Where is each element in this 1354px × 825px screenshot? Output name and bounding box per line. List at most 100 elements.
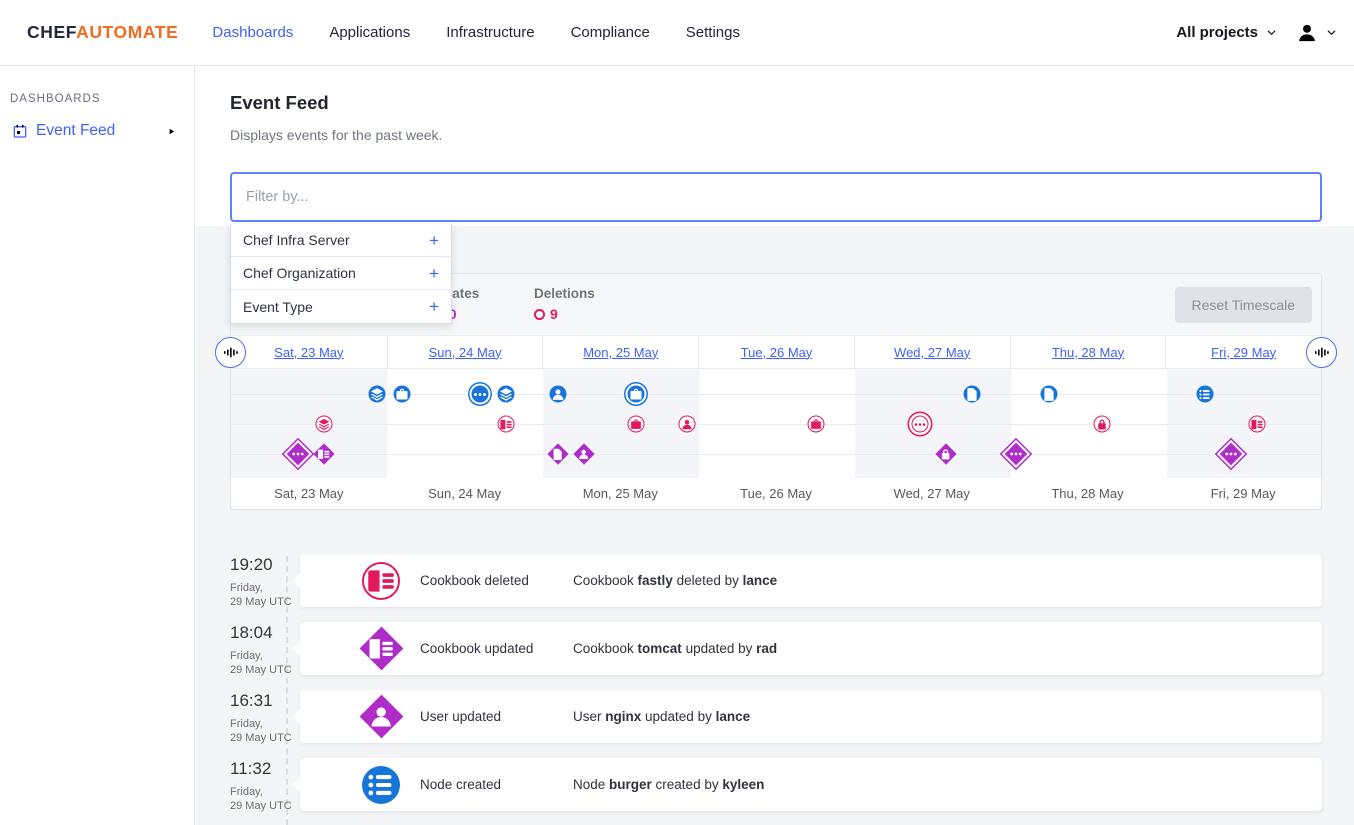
person-icon [680, 369, 695, 478]
event-icon-box [359, 694, 403, 739]
lock-icon [1095, 369, 1110, 478]
nav-item-compliance[interactable]: Compliance [570, 24, 650, 41]
expand-category-icon[interactable]: + [429, 230, 439, 250]
event-feed-list: 19:20 Friday, 29 May UTC Cookbook deleted Co… [230, 554, 1322, 825]
timeline-day-link[interactable]: Tue, 26 May [740, 344, 813, 360]
stat-label: Deletions [534, 286, 595, 301]
book-icon [1250, 369, 1265, 478]
filter-category-chef-organization[interactable]: Chef Organization + [231, 257, 451, 290]
event-marker-created-page[interactable] [963, 385, 981, 403]
calendar-icon [12, 123, 28, 139]
event-card: Node created Node burger created by kylee… [300, 758, 1322, 811]
event-marker-created-stack[interactable] [368, 385, 386, 403]
event-time: 16:31 [230, 691, 273, 710]
event-marker-created-person[interactable] [549, 385, 567, 403]
filter-category-event-type[interactable]: Event Type + [231, 290, 451, 323]
marker-glyph-wrap [1008, 379, 1024, 478]
expand-category-icon[interactable]: + [429, 263, 439, 283]
dots-icon [913, 369, 928, 478]
timeline-day-footer-mon-25-may: Mon, 25 May [582, 486, 658, 501]
timeline-day-link[interactable]: Fri, 29 May [1211, 344, 1277, 360]
event-marker-created-dots[interactable] [469, 383, 491, 405]
stat-deletions: Deletions 9 [534, 286, 595, 322]
main-content: Event Feed Displays events for the past … [196, 66, 1354, 825]
chevron-down-icon [1325, 26, 1338, 39]
person-icon [577, 379, 592, 478]
event-marker-deleted-briefcase[interactable] [807, 415, 825, 433]
timeline-day-header-fri-29-may: Fri, 29 May [1165, 336, 1321, 368]
nav-item-applications[interactable]: Applications [329, 24, 411, 41]
equalizer-icon [1313, 344, 1330, 361]
projects-filter-dropdown[interactable]: All projects [1176, 24, 1278, 41]
marker-glyph-wrap [1250, 369, 1265, 478]
event-type-label: Cookbook deleted [420, 573, 529, 588]
marker-glyph-wrap [680, 369, 695, 478]
marker-glyph-wrap [499, 369, 514, 478]
briefcase-icon [629, 369, 644, 478]
timeline-day-link[interactable]: Mon, 25 May [583, 344, 659, 360]
circle-icon [534, 308, 545, 320]
user-menu-button[interactable] [1296, 22, 1338, 44]
nav-right-group: All projects [1176, 22, 1338, 44]
nav-item-settings[interactable]: Settings [685, 24, 740, 41]
filter-category-label: Chef Organization [243, 265, 356, 281]
event-marker-deleted-book[interactable] [497, 415, 515, 433]
event-description: Cookbook fastly deleted by lance [573, 573, 778, 588]
dots-icon [290, 379, 306, 478]
event-row-user-updated: 16:31 Friday, 29 May UTC User updated User n… [230, 690, 1322, 746]
event-marker-deleted-briefcase[interactable] [627, 415, 645, 433]
timeline-day-link[interactable]: Sat, 23 May [274, 344, 344, 360]
event-date: Friday, 29 May UTC [230, 718, 292, 745]
nav-item-infrastructure[interactable]: Infrastructure [446, 24, 535, 41]
chef-automate-logo[interactable]: CHEFAUTOMATE [27, 22, 178, 43]
stack-icon [369, 369, 386, 469]
reset-timescale-button[interactable]: Reset Timescale [1174, 287, 1312, 323]
event-marker-created-briefcase[interactable] [393, 385, 411, 403]
sidebar-item-event-feed[interactable]: Event Feed [12, 122, 186, 140]
event-description: User nginx updated by lance [573, 709, 751, 724]
event-type-label: Cookbook updated [420, 641, 534, 656]
timeline-day-header-thu-28-may: Thu, 28 May [1009, 336, 1166, 368]
timescale-handle-right[interactable] [1306, 337, 1337, 368]
event-timestamp: 19:20 Friday, 29 May UTC [230, 555, 292, 610]
event-timestamp: 16:31 Friday, 29 May UTC [230, 691, 292, 746]
event-marker-deleted-dots[interactable] [911, 415, 929, 433]
timeline-day-footer-sun-24-may: Sun, 24 May [428, 486, 502, 501]
event-timestamp: 18:04 Friday, 29 May UTC [230, 623, 292, 678]
sidebar-item-label: Event Feed [36, 122, 116, 139]
event-card: User updated User nginx updated by lance [300, 690, 1322, 743]
event-timestamp: 11:32 Friday, 29 May UTC [230, 759, 292, 814]
event-marker-created-list[interactable] [1196, 385, 1214, 403]
event-marker-deleted-stack[interactable] [315, 415, 333, 433]
event-marker-created-briefcase[interactable] [625, 383, 647, 405]
event-marker-created-stack[interactable] [497, 385, 515, 403]
timeline-day-link[interactable]: Thu, 28 May [1051, 344, 1125, 360]
chevron-down-icon [1265, 26, 1278, 39]
event-time: 11:32 [230, 759, 272, 778]
event-card: Cookbook updated Cookbook tomcat updated … [300, 622, 1322, 675]
timeline-day-link[interactable]: Sun, 24 May [428, 344, 502, 360]
event-marker-deleted-person[interactable] [678, 415, 696, 433]
event-marker-created-page[interactable] [1040, 385, 1058, 403]
timeline-column-band [543, 369, 699, 478]
event-date: Friday, 29 May UTC [230, 650, 292, 677]
filter-category-chef-infra-server[interactable]: Chef Infra Server + [231, 224, 451, 257]
marker-glyph-wrap [1223, 379, 1239, 478]
marker-glyph-wrap [629, 369, 644, 478]
marker-glyph-wrap [913, 369, 928, 478]
timeline-day-header-sun-24-may: Sun, 24 May [386, 336, 543, 368]
timeline-day-link[interactable]: Wed, 27 May [894, 344, 971, 360]
filter-input[interactable] [230, 172, 1322, 222]
expand-category-icon[interactable]: + [429, 297, 439, 316]
timescale-handle-left[interactable] [215, 337, 246, 368]
event-marker-deleted-book[interactable] [1248, 415, 1266, 433]
event-marker-deleted-lock[interactable] [1093, 415, 1111, 433]
created-event-icon [362, 765, 400, 804]
page-subtitle: Displays events for the past week. [230, 127, 443, 143]
logo-automate-text: AUTOMATE [76, 22, 179, 42]
timeline-day-header-sat-23-may: Sat, 23 May [231, 336, 387, 368]
projects-filter-label: All projects [1176, 24, 1258, 41]
nav-item-dashboards[interactable]: Dashboards [212, 24, 294, 41]
list-icon [362, 766, 400, 804]
marker-glyph-wrap [290, 379, 306, 478]
